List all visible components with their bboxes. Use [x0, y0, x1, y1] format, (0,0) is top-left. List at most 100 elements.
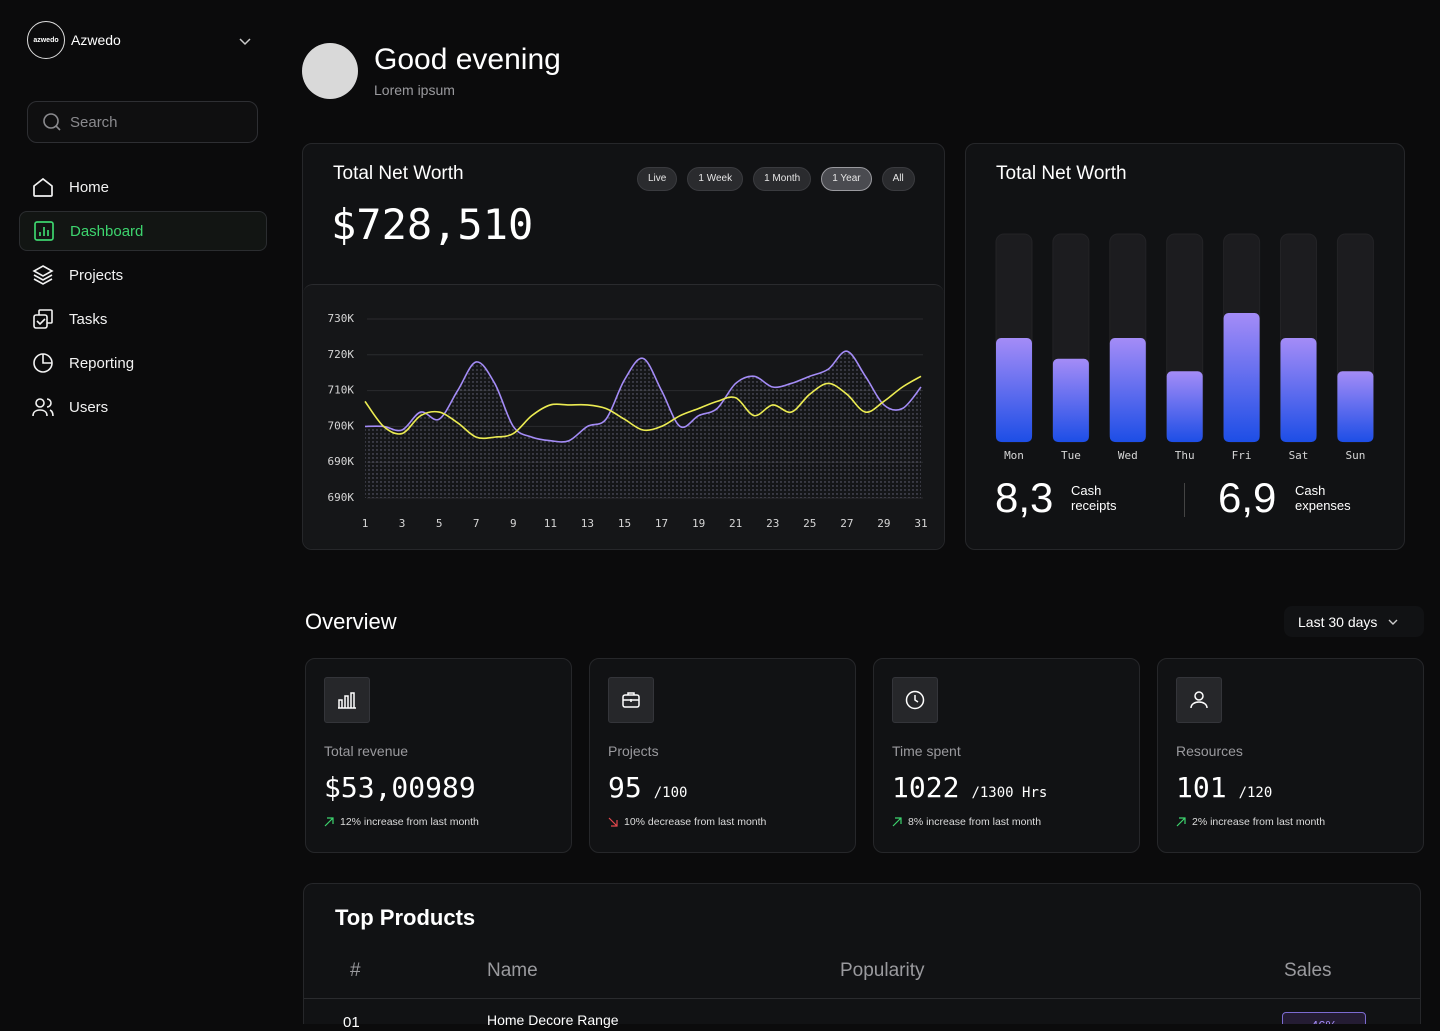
icon [33, 309, 53, 329]
x-tick-label: 1 [362, 517, 369, 530]
bar [1337, 371, 1374, 442]
trend-arrow [608, 817, 618, 827]
card-title: Total Net Worth [996, 163, 1127, 184]
greeting-subtitle: Lorem ipsum [374, 82, 455, 98]
trend-text: 10% decrease from last month [624, 816, 767, 828]
stat-icon [1176, 677, 1222, 723]
search-placeholder: Search [70, 113, 118, 131]
stat-trend: 8% increase from last month [892, 816, 1041, 828]
area [365, 351, 921, 498]
column-header: Name [487, 960, 538, 981]
x-tick-label: 25 [803, 517, 816, 530]
y-tick-label: 730K [328, 312, 355, 325]
trend-text: 2% increase from last month [1192, 816, 1326, 828]
value: $53,00989 [324, 771, 476, 804]
y-tick-label: 690K [328, 491, 355, 504]
stat-icon [324, 677, 370, 723]
bar [1280, 338, 1317, 442]
range-button[interactable]: 1 Month [753, 167, 812, 191]
stat-label: Total revenue [324, 743, 409, 759]
search-box[interactable]: Search [27, 101, 258, 143]
y-tick-label: 700K [328, 419, 355, 432]
trend-text: 8% increase from last month [908, 816, 1042, 828]
x-tick-label: 9 [510, 517, 517, 530]
x-tick-label: 29 [877, 517, 890, 530]
unit: /120 [1238, 785, 1273, 801]
x-tick-label: 31 [914, 517, 927, 530]
bar-chart: Mon Tue Wed Thu Fri Sat Sun [995, 233, 1374, 462]
cash-value: 6,9 [1218, 474, 1277, 521]
bar [1223, 313, 1260, 442]
bar [1166, 371, 1203, 442]
x-tick-label: Thu [1175, 449, 1195, 462]
stat-icon [608, 677, 654, 723]
row-index: 01 [343, 1014, 360, 1031]
nav-label: Tasks [69, 310, 108, 328]
column-header: Sales [1284, 960, 1332, 981]
line [364, 350, 922, 443]
x-tick-label: 23 [766, 517, 779, 530]
nav-label: Projects [69, 266, 124, 284]
stat-value: $53,00989 [324, 771, 488, 804]
bar [996, 338, 1032, 442]
stat-trend: 2% increase from last month [1176, 816, 1325, 828]
search-icon [43, 113, 61, 131]
avatar[interactable] [302, 43, 358, 99]
range-button[interactable]: 1 Week [687, 167, 744, 191]
trend-text: 12% increase from last month [340, 816, 479, 828]
x-tick-label: Sat [1289, 449, 1309, 462]
range-button[interactable]: All [881, 167, 915, 191]
bar [1109, 338, 1146, 442]
icon [32, 265, 54, 285]
unit: /1300 Hrs [971, 785, 1048, 801]
stat-card: Total revenue $53,00989 12% increase fro… [305, 658, 572, 853]
nav-projects[interactable]: Projects [19, 255, 267, 295]
x-tick-label: Tue [1061, 449, 1081, 462]
icon [33, 353, 53, 373]
range-button[interactable]: Live [637, 167, 678, 191]
brand-name[interactable]: Azwedo [71, 32, 121, 48]
card-title: Total Net Worth [333, 163, 464, 184]
section-title: Overview [305, 609, 397, 634]
line [364, 375, 922, 440]
trend-arrow [1176, 817, 1186, 827]
x-tick-label: 7 [473, 517, 480, 530]
nav-tasks[interactable]: Tasks [19, 299, 267, 339]
x-tick-label: 17 [655, 517, 668, 530]
x-tick-label: 21 [729, 517, 742, 530]
x-tick-label: 11 [544, 517, 557, 530]
nav-home[interactable]: Home [19, 167, 267, 207]
stat-label: Resources [1176, 743, 1243, 759]
stat-card: Projects 95/100 10% decrease from last m… [589, 658, 856, 853]
range-selector: Live 1 Week 1 Month 1 Year All [637, 167, 925, 191]
trend-arrow [892, 817, 902, 827]
sales-badge: 46% [1282, 1012, 1366, 1024]
nav-reporting[interactable]: Reporting [19, 343, 267, 383]
range-button[interactable]: 1 Year [821, 167, 872, 191]
x-tick-label: Fri [1232, 449, 1252, 462]
column-header: # [350, 960, 361, 981]
x-tick-label: 27 [840, 517, 853, 530]
logo[interactable]: azwedo [27, 21, 65, 59]
brand-dropdown[interactable] [238, 36, 252, 48]
period-dropdown[interactable]: Last 30 days [1284, 606, 1424, 637]
stat-value: 1022/1300 Hrs [892, 771, 1047, 804]
y-tick-label: 720K [328, 348, 355, 361]
column-header: Popularity [840, 960, 925, 981]
stat-icon [892, 677, 938, 723]
cash-value: 8,3 [995, 474, 1054, 521]
icon [32, 398, 54, 417]
chevron [1388, 619, 1398, 625]
nav-dashboard[interactable]: Dashboard [19, 211, 267, 251]
icon [33, 177, 53, 197]
period-label: Last 30 days [1298, 613, 1378, 630]
y-tick-label: 690K [328, 455, 355, 468]
stat-label: Time spent [892, 743, 961, 759]
nav-label: Dashboard [70, 222, 144, 240]
nav-users[interactable]: Users [19, 387, 267, 427]
x-tick-label: 15 [618, 517, 631, 530]
product-name: Home Decore Range [487, 1012, 619, 1028]
